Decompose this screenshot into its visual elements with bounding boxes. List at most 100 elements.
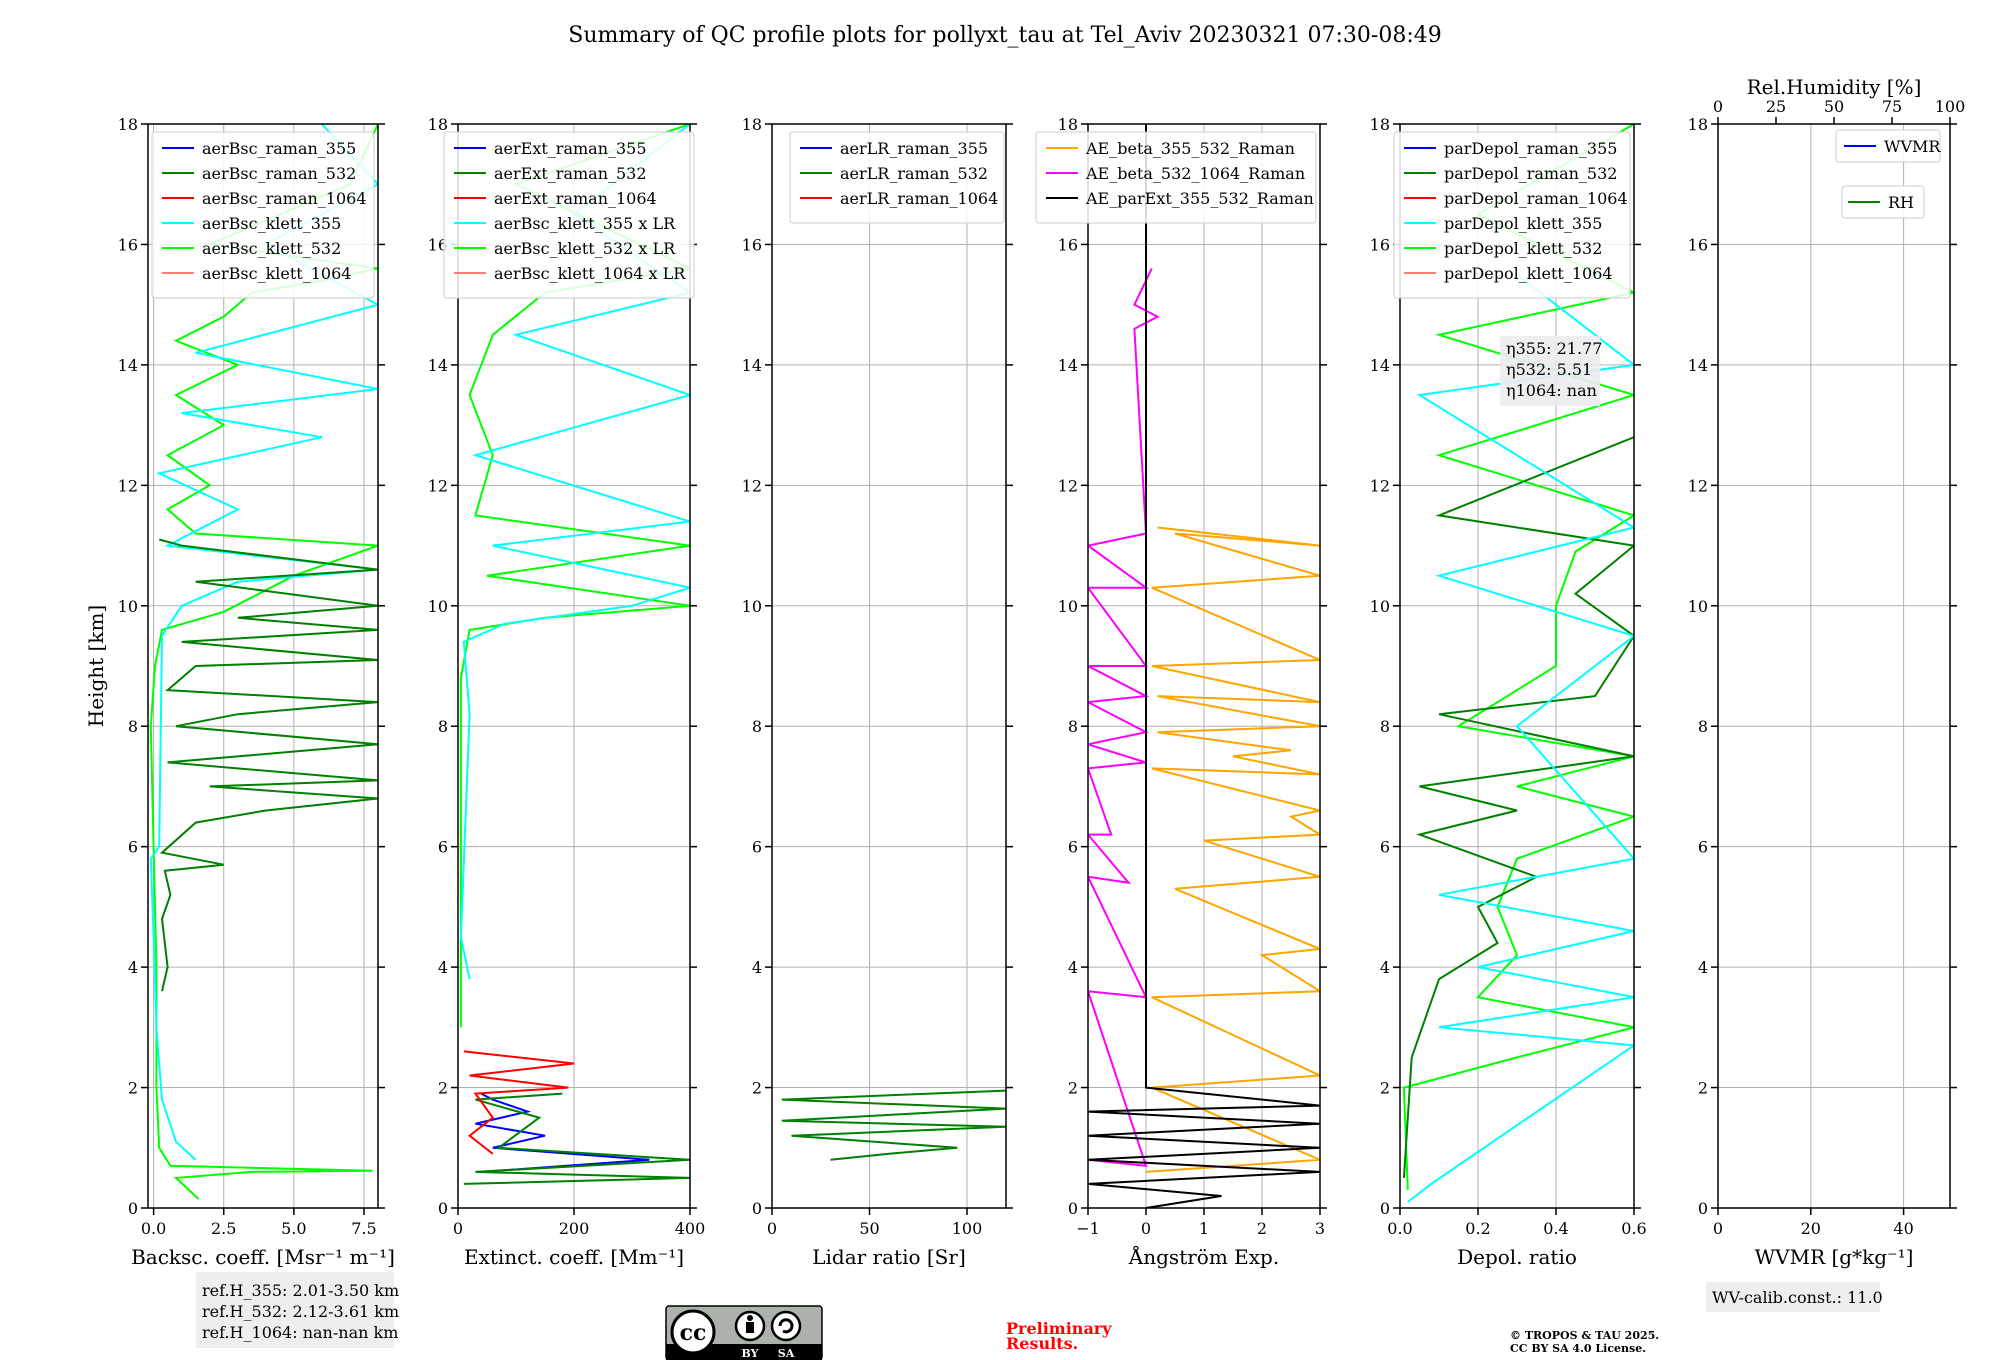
y-tick-label: 12 <box>1688 476 1708 495</box>
panel-1: 0.0 2.5 5.0 7.5 0 2 4 6 8 10 12 14 16 18 Backsc. coeff… <box>84 115 395 1269</box>
y-tick-label: 4 <box>438 958 448 977</box>
x-tick-label: 1 <box>1199 1219 1209 1238</box>
series-group <box>1088 124 1320 1208</box>
x-axis-label: Extinct. coeff. [Mm⁻¹] <box>464 1245 684 1269</box>
x-tick-label: 400 <box>675 1219 706 1238</box>
y-tick-label: 12 <box>1370 476 1390 495</box>
y-tick-label: 0 <box>438 1199 448 1218</box>
series-AE_beta_355_532_Raman <box>1145 526 1320 1173</box>
ref-line-532: ref.H_532: 2.12-3.61 km <box>202 1302 399 1321</box>
x-axis-label: Lidar ratio [Sr] <box>812 1245 966 1269</box>
x-tick-label: 20 <box>1801 1219 1821 1238</box>
y-tick-label: 14 <box>1688 356 1708 375</box>
y-tick-label: 8 <box>438 717 448 736</box>
legend-label: aerBsc_klett_1064 x LR <box>494 264 686 283</box>
ref-line-1064: ref.H_1064: nan-nan km <box>202 1323 398 1342</box>
y-tick-label: 10 <box>1688 597 1708 616</box>
top-tick-label: 0 <box>1713 97 1723 116</box>
legend-label: aerLR_raman_532 <box>840 164 988 183</box>
legend-label: parDepol_raman_1064 <box>1444 189 1628 208</box>
figure-title: Summary of QC profile plots for pollyxt_… <box>568 23 1441 48</box>
ref-line-355: ref.H_355: 2.01-3.50 km <box>202 1281 399 1300</box>
y-tick-label: 6 <box>1698 838 1708 857</box>
legend-label: aerBsc_klett_532 x LR <box>494 239 676 258</box>
y-tick-label: 18 <box>118 115 138 134</box>
legend-label: WVMR <box>1884 137 1941 156</box>
x-tick-label: 0.6 <box>1621 1219 1646 1238</box>
y-tick-label: 4 <box>1068 958 1078 977</box>
axes-frame <box>1087 123 1321 1209</box>
x-tick-label: 5.0 <box>281 1219 306 1238</box>
y-tick-label: 2 <box>1068 1079 1078 1098</box>
y-tick-label: 8 <box>752 717 762 736</box>
legend-label: aerBsc_raman_532 <box>202 164 356 183</box>
y-tick-label: 16 <box>428 235 448 254</box>
eta-box <box>1500 336 1600 406</box>
legend-label: aerBsc_klett_355 x LR <box>494 214 676 233</box>
y-tick-label: 6 <box>438 838 448 857</box>
y-tick-label: 10 <box>118 597 138 616</box>
y-tick-label: 12 <box>1058 476 1078 495</box>
eta-label: η532: 5.51 <box>1506 360 1592 379</box>
panel-3: 0 50 100 0 2 4 6 8 10 12 14 16 18 Lidar ratio [Sr] aer… <box>742 115 1013 1269</box>
series-aerExt_raman_532 <box>463 1092 690 1185</box>
legend-box <box>151 131 375 299</box>
legend-label: parDepol_klett_532 <box>1444 239 1602 258</box>
x-tick-label: 2.5 <box>211 1219 236 1238</box>
y-axis-label: Height [km] <box>84 605 108 727</box>
legend-label: aerBsc_raman_1064 <box>202 189 367 208</box>
by-label: BY <box>742 1347 759 1360</box>
legend-box-wvmr <box>1835 129 1941 163</box>
panel-2: 0 200 400 0 2 4 6 8 10 12 14 16 18 Extinct. coeff. [M… <box>428 115 706 1269</box>
axes-frame <box>1717 123 1951 1209</box>
series-AE_beta_532_1064_Raman <box>1088 268 1160 1167</box>
x-tick-label: 0 <box>767 1219 777 1238</box>
legend-label: aerLR_raman_355 <box>840 139 988 158</box>
y-tick-label: 0 <box>1698 1199 1708 1218</box>
series-aerExt_raman_355 <box>475 1092 650 1173</box>
y-tick-label: 2 <box>438 1079 448 1098</box>
copyright-line-2: CC BY SA 4.0 License. <box>1510 1342 1646 1355</box>
y-tick-label: 4 <box>128 958 138 977</box>
legend-box <box>789 131 1005 224</box>
y-tick-label: 4 <box>1698 958 1708 977</box>
y-tick-label: 12 <box>742 476 762 495</box>
legend-label: parDepol_klett_1064 <box>1444 264 1613 283</box>
legend-label: parDepol_klett_355 <box>1444 214 1602 233</box>
y-tick-label: 8 <box>1380 717 1390 736</box>
legend-label: RH <box>1888 193 1914 212</box>
y-tick-label: 10 <box>1058 597 1078 616</box>
series-aerLR_raman_532 <box>781 1089 1006 1161</box>
y-tick-label: 14 <box>118 356 138 375</box>
preliminary-line-1: Preliminary <box>1006 1319 1112 1338</box>
y-tick-label: 0 <box>1068 1199 1078 1218</box>
legend-label: aerExt_raman_355 <box>494 139 647 158</box>
y-tick-label: 18 <box>1688 115 1708 134</box>
x-tick-label: 100 <box>952 1219 983 1238</box>
axes-frame <box>771 123 1007 1209</box>
series-group <box>781 1089 1006 1161</box>
legend-label: aerBsc_raman_355 <box>202 139 356 158</box>
legend-box-rh <box>1841 185 1925 219</box>
x-axis-label: WVMR [g*kg⁻¹] <box>1755 1245 1914 1269</box>
preliminary-line-2: Results. <box>1006 1334 1078 1353</box>
x-tick-label: 0 <box>1713 1219 1723 1238</box>
top-tick-label: 75 <box>1882 97 1902 116</box>
sa-label: SA <box>778 1347 795 1360</box>
y-tick-label: 16 <box>742 235 762 254</box>
y-tick-label: 6 <box>1068 838 1078 857</box>
wv-calib-box: WV-calib.const.: 11.0 <box>1706 1282 1883 1312</box>
y-tick-label: 6 <box>752 838 762 857</box>
series-aerBsc_klett_355 x LR <box>459 124 690 980</box>
x-tick-label: 0.2 <box>1465 1219 1490 1238</box>
y-tick-label: 4 <box>1380 958 1390 977</box>
legend-label: aerBsc_klett_1064 <box>202 264 351 283</box>
x-tick-label: 0 <box>1141 1219 1151 1238</box>
y-tick-label: 0 <box>752 1199 762 1218</box>
y-tick-label: 8 <box>1068 717 1078 736</box>
series-AE_parExt_355_532_Raman <box>1088 124 1320 1208</box>
y-tick-label: 18 <box>742 115 762 134</box>
y-tick-label: 14 <box>1058 356 1078 375</box>
x-axis-label: Ångström Exp. <box>1128 1244 1279 1269</box>
